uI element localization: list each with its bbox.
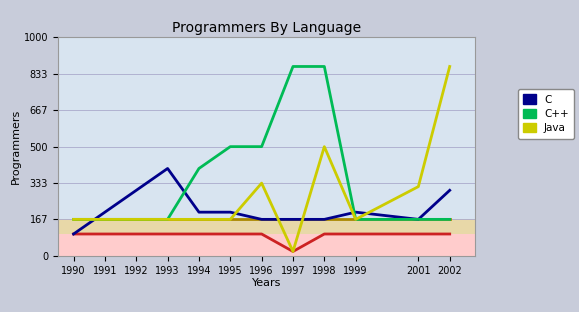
Y-axis label: Programmers: Programmers xyxy=(11,109,21,184)
X-axis label: Years: Years xyxy=(252,278,281,288)
Bar xyxy=(58,234,475,256)
Bar xyxy=(58,219,475,234)
Legend: C, C++, Java: C, C++, Java xyxy=(518,89,574,139)
Bar xyxy=(58,37,475,219)
Title: Programmers By Language: Programmers By Language xyxy=(172,21,361,35)
